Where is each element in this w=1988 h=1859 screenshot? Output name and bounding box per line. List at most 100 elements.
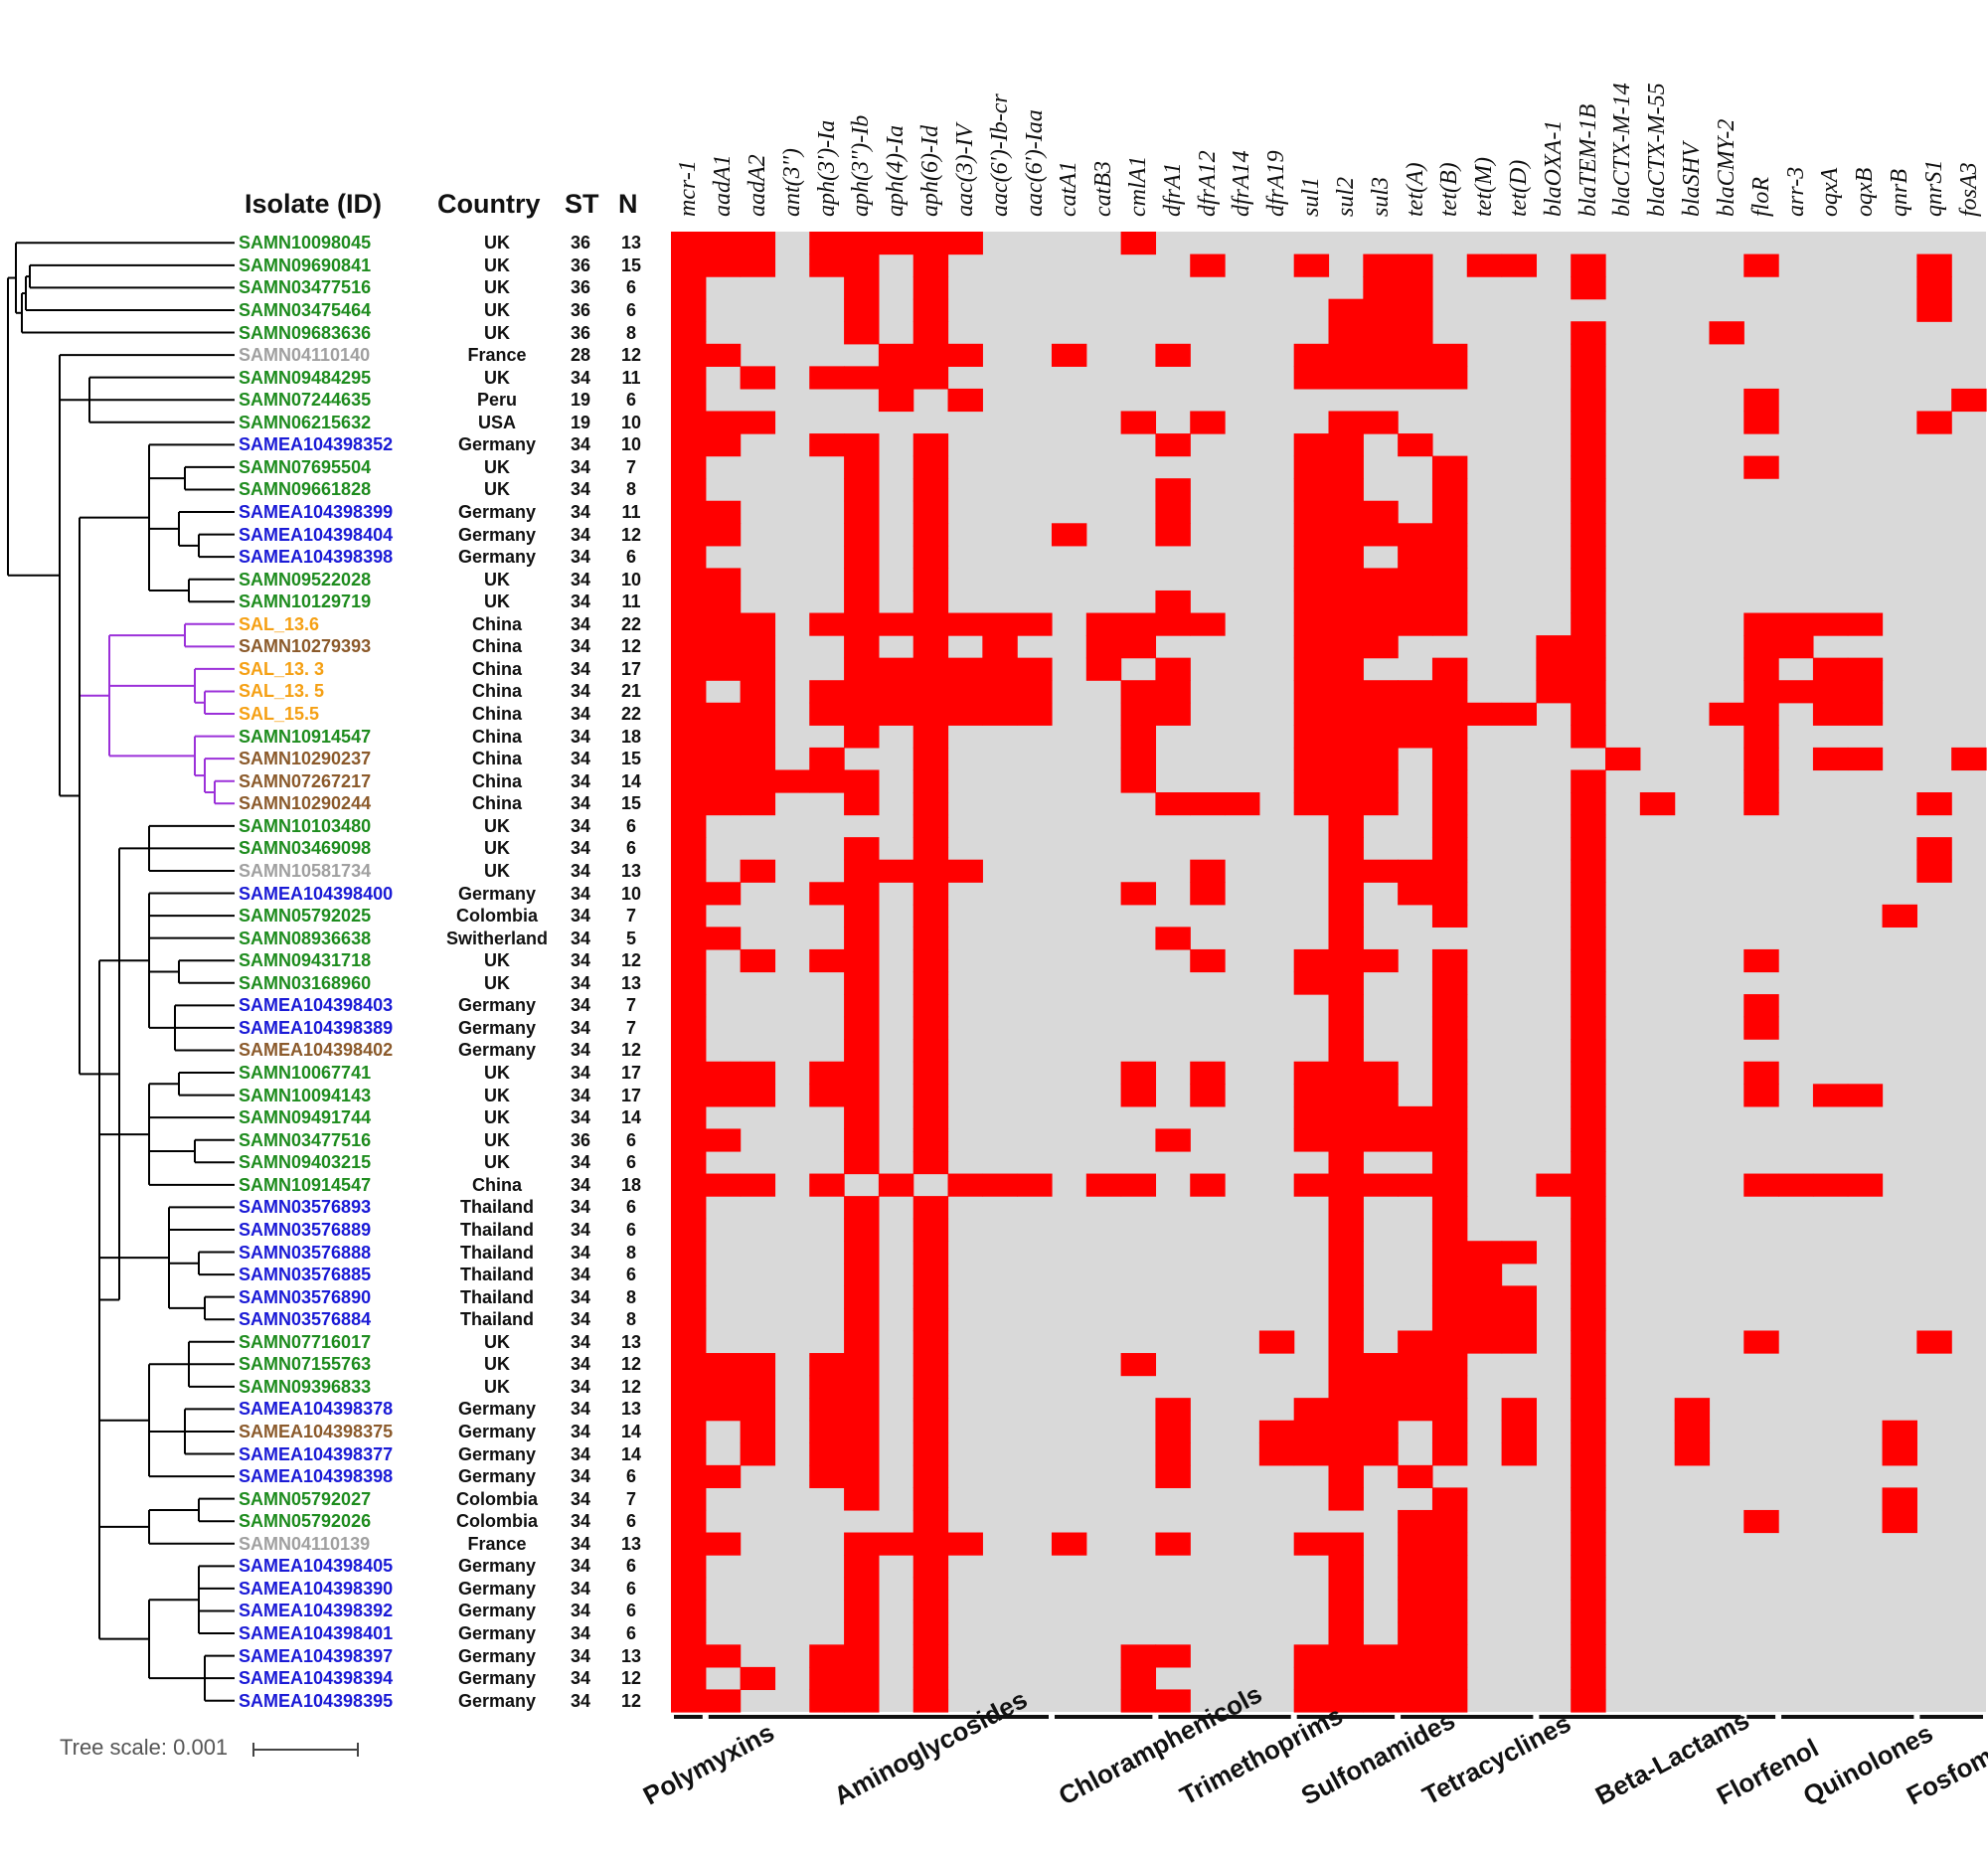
heatmap-cell [1571,590,1606,614]
st-cell: 34 [570,1556,591,1577]
heatmap-cell [1328,971,1364,995]
isolate-id: SAMEA104398401 [239,1623,394,1644]
heatmap-cell [982,702,1018,726]
heatmap-cell [1363,635,1399,659]
heatmap-cell [1328,1442,1364,1466]
heatmap-cell [705,725,742,749]
st-cell: 34 [570,1690,591,1711]
heatmap-cell [1363,1353,1399,1377]
st-cell: 34 [570,883,591,904]
n-cell: 13 [620,1533,642,1554]
heatmap-cell [844,927,880,950]
n-cell: 17 [620,658,642,679]
heatmap-cell [878,1532,914,1556]
isolate-id: SAMN10103480 [239,815,372,836]
heatmap-cell [1743,680,1779,704]
n-cell: 7 [625,456,636,477]
heatmap-cell [671,1487,707,1511]
heatmap-cell [1571,882,1606,906]
heatmap-cell [1328,769,1364,793]
heatmap-cell [1363,702,1399,726]
n-cell: 6 [625,815,636,836]
heatmap-cell [1571,1061,1606,1085]
isolate-id: SAMN10581734 [239,860,372,881]
heatmap-cell [1190,1061,1226,1085]
country-cell: UK [484,367,510,388]
heatmap-cell [1847,747,1884,771]
n-cell: 11 [621,502,641,522]
gene-label: tet(D) [1505,159,1532,217]
heatmap-cell [844,1577,880,1601]
heatmap-cell [982,657,1018,681]
heatmap-cell [1363,1061,1399,1085]
heatmap-cell [1431,1420,1468,1443]
heatmap-cell [705,1084,742,1107]
isolate-id: SAMN03576884 [239,1309,372,1330]
heatmap-cell [1328,343,1364,367]
heatmap-cell [705,1375,742,1399]
country-cell: France [467,345,527,366]
heatmap-cell [1431,1196,1468,1220]
heatmap-cell [1293,635,1330,659]
heatmap-cell [1328,321,1364,345]
heatmap-cell [912,1105,949,1130]
country-cell: Germany [457,995,537,1016]
country-cell: Colombia [455,1511,538,1532]
heatmap-cell [1916,411,1952,434]
isolate-id: SAMEA104398375 [239,1421,394,1441]
heatmap-cell [912,276,949,300]
heatmap-cell [1743,1509,1779,1534]
heatmap-cell [671,1196,707,1220]
heatmap-cell [844,1555,880,1579]
heatmap-cell [1363,1398,1399,1422]
heatmap-cell [705,635,742,659]
heatmap-cell [1431,1621,1468,1645]
st-cell: 34 [570,1421,591,1441]
heatmap-cell [671,1307,707,1332]
country-cell: Germany [457,1578,537,1599]
heatmap-cell [1431,612,1468,636]
heatmap-cell [671,837,707,861]
st-cell: 34 [570,1085,591,1105]
heatmap-cell [671,971,707,995]
heatmap-cell [912,1509,949,1534]
heatmap-cell [809,1442,845,1466]
heatmap-cell [1293,568,1330,592]
heatmap-cell [1571,388,1606,413]
heatmap-cell [912,568,949,592]
heatmap-cell [1293,948,1330,973]
gene-label: dfrA14 [1229,150,1255,217]
heatmap-cell [1293,1442,1330,1466]
heatmap-cell [912,1061,949,1085]
heatmap-cell [844,455,880,479]
n-cell: 13 [620,1331,642,1352]
st-cell: 34 [570,972,591,993]
heatmap-cell [1571,837,1606,861]
heatmap-cell [671,792,707,816]
heatmap-cell [705,232,742,255]
heatmap-cell [705,1464,742,1488]
heatmap-cell [705,657,742,681]
heatmap-cell [1328,433,1364,457]
heatmap-cell [1017,657,1053,681]
country-cell: Germany [457,1421,537,1441]
heatmap-cell [947,1173,983,1197]
st-cell: 34 [570,1578,591,1599]
heatmap-cell [1328,1241,1364,1265]
st-cell: 34 [570,1668,591,1689]
isolate-id: SAMN10290244 [239,793,372,814]
heatmap-cell [740,657,776,681]
heatmap-cell [1501,1307,1537,1332]
heatmap-cell [1882,1420,1917,1443]
heatmap-cell [1571,276,1606,300]
heatmap-cell [671,747,707,771]
isolate-id: SAMEA104398397 [239,1645,394,1666]
heatmap-cell [878,859,914,883]
isolate-id: SAL_13. 3 [239,658,325,679]
heatmap-cell [740,1375,776,1399]
heatmap-cell [1571,321,1606,345]
heatmap-cell [671,478,707,502]
heatmap-cell [1328,1084,1364,1107]
heatmap-cell [1328,1128,1364,1152]
gene-label: dfrA19 [1263,150,1290,217]
